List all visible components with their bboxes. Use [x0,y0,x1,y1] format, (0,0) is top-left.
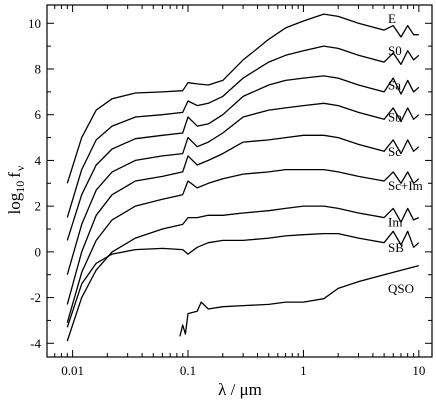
x-tick-label-1: 0.1 [180,363,196,378]
y-axis-title: log10 fν [5,165,27,214]
series-layer [66,13,420,342]
y-tick-label-6: 8 [35,62,42,77]
series-label-sc: Sc [388,144,401,159]
series-line-sb [66,230,420,328]
series-label-s0: S0 [388,43,402,58]
series-label-sb: SB [388,240,404,255]
x-tick-label-0: 0.01 [61,363,84,378]
svg-text:log10fν: log10 fν [5,165,27,214]
series-line-sc [66,134,420,305]
series-line-s0 [66,45,420,218]
series-label-e: E [388,11,396,26]
x-axis-title: λ / μm [218,380,262,399]
plot-frame [46,4,433,358]
y-tick-label-4: 4 [35,153,42,168]
series-labels-layer: E S0 Sa Sb Sc Sc+Im Im SB QSO [388,11,423,296]
series-line-qso [179,264,419,337]
y-tick-label-5: 6 [35,107,42,122]
y-tick-label-3: 2 [35,199,42,214]
series-label-sa: Sa [388,78,401,93]
series-label-qso: QSO [388,281,414,296]
x-tick-label-3: 10 [412,363,425,378]
y-tick-label-2: 0 [35,244,42,259]
series-label-sc-im: Sc+Im [388,178,423,193]
y-tick-label-1: -2 [30,290,41,305]
series-line-sb [66,102,420,275]
series-label-sb: Sb [388,110,402,125]
axes-layer: 0.01 0.1 1 10 -4 -2 0 2 4 6 8 10 [28,4,433,378]
series-line-sa [66,75,420,241]
series-line-im [66,205,420,342]
y-tick-label-7: 10 [28,16,41,31]
y-tick-label-0: -4 [30,336,41,351]
y-axis-title-f: f [5,172,24,178]
y-axis-title-main: log [5,192,24,214]
y-axis-title-nu: ν [13,165,27,171]
series-line-e [66,13,419,184]
series-label-im: Im [388,215,402,230]
x-tick-label-2: 1 [300,363,307,378]
series-line-sc-im [66,168,420,323]
y-axis-title-sub: 10 [13,181,27,193]
